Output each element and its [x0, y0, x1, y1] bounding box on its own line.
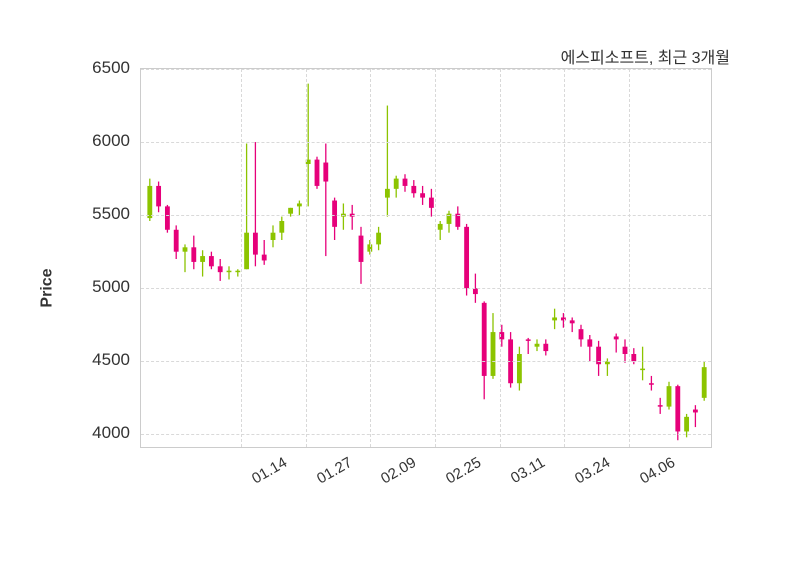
x-gridline — [370, 69, 371, 447]
candle-body[interactable] — [552, 317, 557, 320]
candle-body[interactable] — [165, 206, 170, 229]
y-tick-label-5000: 5000 — [60, 277, 130, 297]
candle-body[interactable] — [631, 354, 636, 361]
x-gridline — [306, 69, 307, 447]
candle-body[interactable] — [623, 347, 628, 354]
candle-body[interactable] — [438, 224, 443, 230]
candle-body[interactable] — [244, 233, 249, 270]
candle-body[interactable] — [526, 339, 531, 341]
candle-body[interactable] — [288, 208, 293, 214]
candle-body[interactable] — [218, 266, 223, 272]
x-tick-label-02.09: 02.09 — [378, 454, 419, 487]
candle-body[interactable] — [693, 410, 698, 413]
candle-body[interactable] — [315, 160, 320, 186]
y-gridline — [141, 215, 711, 216]
y-axis-label: Price — [39, 268, 57, 307]
x-tick-label-03.24: 03.24 — [572, 454, 613, 487]
y-gridline — [141, 69, 711, 70]
x-tick-label-04.06: 04.06 — [637, 454, 678, 487]
candle-body[interactable] — [420, 193, 425, 197]
candle-body[interactable] — [667, 386, 672, 406]
candle-body[interactable] — [684, 417, 689, 432]
candle-body[interactable] — [385, 189, 390, 198]
y-gridline — [141, 142, 711, 143]
candlestick-svg — [141, 69, 711, 447]
y-tick-label-4500: 4500 — [60, 350, 130, 370]
candle-body[interactable] — [570, 320, 575, 323]
candle-body[interactable] — [614, 336, 619, 339]
candle-body[interactable] — [464, 227, 469, 288]
x-gridline — [564, 69, 565, 447]
candle-body[interactable] — [411, 186, 416, 193]
candle-body[interactable] — [543, 344, 548, 351]
candle-body[interactable] — [403, 179, 408, 186]
candle-body[interactable] — [491, 332, 496, 376]
candle-body[interactable] — [183, 247, 188, 251]
candle-body[interactable] — [359, 236, 364, 262]
x-tick-label-01.14: 01.14 — [249, 454, 290, 487]
candle-body[interactable] — [394, 179, 399, 189]
candle-body[interactable] — [429, 198, 434, 208]
y-gridline — [141, 288, 711, 289]
y-tick-label-6500: 6500 — [60, 58, 130, 78]
candle-body[interactable] — [191, 247, 196, 262]
candle-body[interactable] — [658, 405, 663, 407]
candle-body[interactable] — [535, 344, 540, 347]
candle-body[interactable] — [156, 186, 161, 206]
candle-body[interactable] — [279, 221, 284, 233]
x-gridline — [629, 69, 630, 447]
candle-body[interactable] — [227, 271, 232, 273]
candle-body[interactable] — [174, 230, 179, 252]
y-gridline — [141, 434, 711, 435]
y-tick-label-5500: 5500 — [60, 204, 130, 224]
x-tick-label-03.11: 03.11 — [508, 454, 548, 487]
candle-body[interactable] — [235, 271, 240, 273]
candle-body[interactable] — [332, 201, 337, 227]
candle-body[interactable] — [297, 203, 302, 206]
x-gridline — [435, 69, 436, 447]
candle-body[interactable] — [517, 354, 522, 383]
candle-body[interactable] — [209, 256, 214, 266]
candle-body[interactable] — [376, 233, 381, 245]
candle-body[interactable] — [675, 386, 680, 431]
candle-body[interactable] — [482, 303, 487, 376]
candle-body[interactable] — [579, 329, 584, 339]
x-tick-label-01.27: 01.27 — [314, 454, 355, 487]
candle-body[interactable] — [649, 383, 654, 385]
x-gridline — [500, 69, 501, 447]
y-tick-label-4000: 4000 — [60, 423, 130, 443]
chart-title: 에스피소프트, 최근 3개월 — [561, 44, 730, 68]
candle-body[interactable] — [147, 186, 152, 218]
candle-body[interactable] — [323, 163, 328, 182]
chart-container: 에스피소프트, 최근 3개월 Price 4000 4500 5000 5500 600… — [0, 0, 800, 575]
x-tick-label-02.25: 02.25 — [443, 454, 484, 487]
y-tick-label-6000: 6000 — [60, 131, 130, 151]
candle-body[interactable] — [640, 369, 645, 371]
plot-area — [140, 68, 712, 448]
candle-body[interactable] — [262, 255, 267, 261]
x-gridline — [241, 69, 242, 447]
candle-body[interactable] — [587, 339, 592, 346]
candle-body[interactable] — [253, 233, 258, 255]
candle-body[interactable] — [702, 367, 707, 398]
candle-body[interactable] — [200, 256, 205, 262]
y-gridline — [141, 361, 711, 362]
candle-body[interactable] — [271, 233, 276, 240]
